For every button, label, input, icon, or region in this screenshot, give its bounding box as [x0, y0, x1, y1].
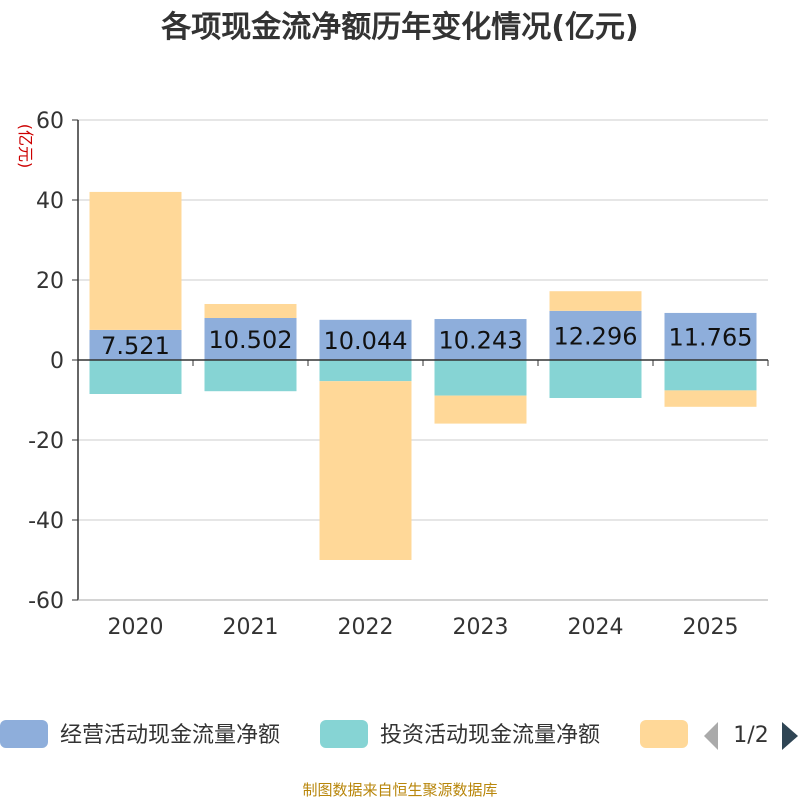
x-tick-label-2024: 2024	[568, 615, 624, 640]
legend-swatch	[320, 720, 368, 748]
legend-prev-page-icon[interactable]	[704, 722, 718, 750]
legend-label: 经营活动现金流量净额	[60, 723, 280, 748]
legend-next-page-icon[interactable]	[782, 722, 798, 750]
bar-2023-series-3	[434, 395, 527, 424]
bar-2020-series-2	[89, 360, 182, 394]
bar-2020-series-3	[89, 191, 182, 330]
y-tick-label: -60	[28, 589, 64, 614]
y-tick-label: 0	[50, 349, 64, 374]
data-source-note: 制图数据来自恒生聚源数据库	[302, 781, 497, 799]
y-tick-label: -20	[28, 429, 64, 454]
x-tick-label-2022: 2022	[338, 615, 394, 640]
bar-2023-series-2	[434, 360, 527, 396]
bar-2021-series-2	[204, 360, 297, 392]
y-tick-label: -40	[28, 509, 64, 534]
x-tick-label-2023: 2023	[453, 615, 509, 640]
bar-2020-series-1	[89, 329, 182, 360]
bar-2024-series-2	[549, 360, 642, 398]
y-tick-label: 60	[36, 109, 64, 134]
bar-2023-series-1	[434, 319, 527, 360]
legend-item-2[interactable]: 投资活动现金流量净额	[320, 720, 600, 748]
bar-2025-series-2	[664, 360, 757, 391]
bar-2021-series-1	[204, 317, 297, 360]
x-tick-label-2021: 2021	[223, 615, 279, 640]
y-tick-label: 40	[36, 189, 64, 214]
legend-page-indicator: 1/2	[733, 723, 768, 748]
data-label-2021: 10.502	[209, 326, 293, 354]
legend-swatch	[0, 720, 48, 748]
bar-2022-series-2	[319, 360, 412, 382]
bar-2022-series-3	[319, 381, 412, 560]
data-label-2024: 12.296	[554, 322, 638, 350]
bar-2022-series-1	[319, 319, 412, 360]
legend-label: 投资活动现金流量净额	[380, 723, 600, 748]
x-tick-label-2025: 2025	[683, 615, 739, 640]
data-label-2020: 7.521	[101, 332, 170, 360]
legend-swatch	[640, 720, 688, 748]
legend-item-1[interactable]: 经营活动现金流量净额	[0, 720, 280, 748]
bar-2024-series-1	[549, 310, 642, 360]
data-label-2025: 11.765	[669, 323, 753, 351]
data-label-2023: 10.243	[439, 327, 523, 355]
data-label-2022: 10.044	[324, 327, 408, 355]
y-axis-unit: (亿元)	[16, 124, 35, 169]
bar-2021-series-3	[204, 303, 297, 318]
bar-2025-series-3	[664, 390, 757, 407]
y-tick-label: 20	[36, 269, 64, 294]
x-tick-label-2020: 2020	[108, 615, 164, 640]
bar-2025-series-1	[664, 312, 757, 360]
legend-item-3[interactable]	[640, 720, 688, 748]
chart-title: 各项现金流净额历年变化情况(亿元)	[160, 10, 638, 45]
bar-2024-series-3	[549, 291, 642, 311]
